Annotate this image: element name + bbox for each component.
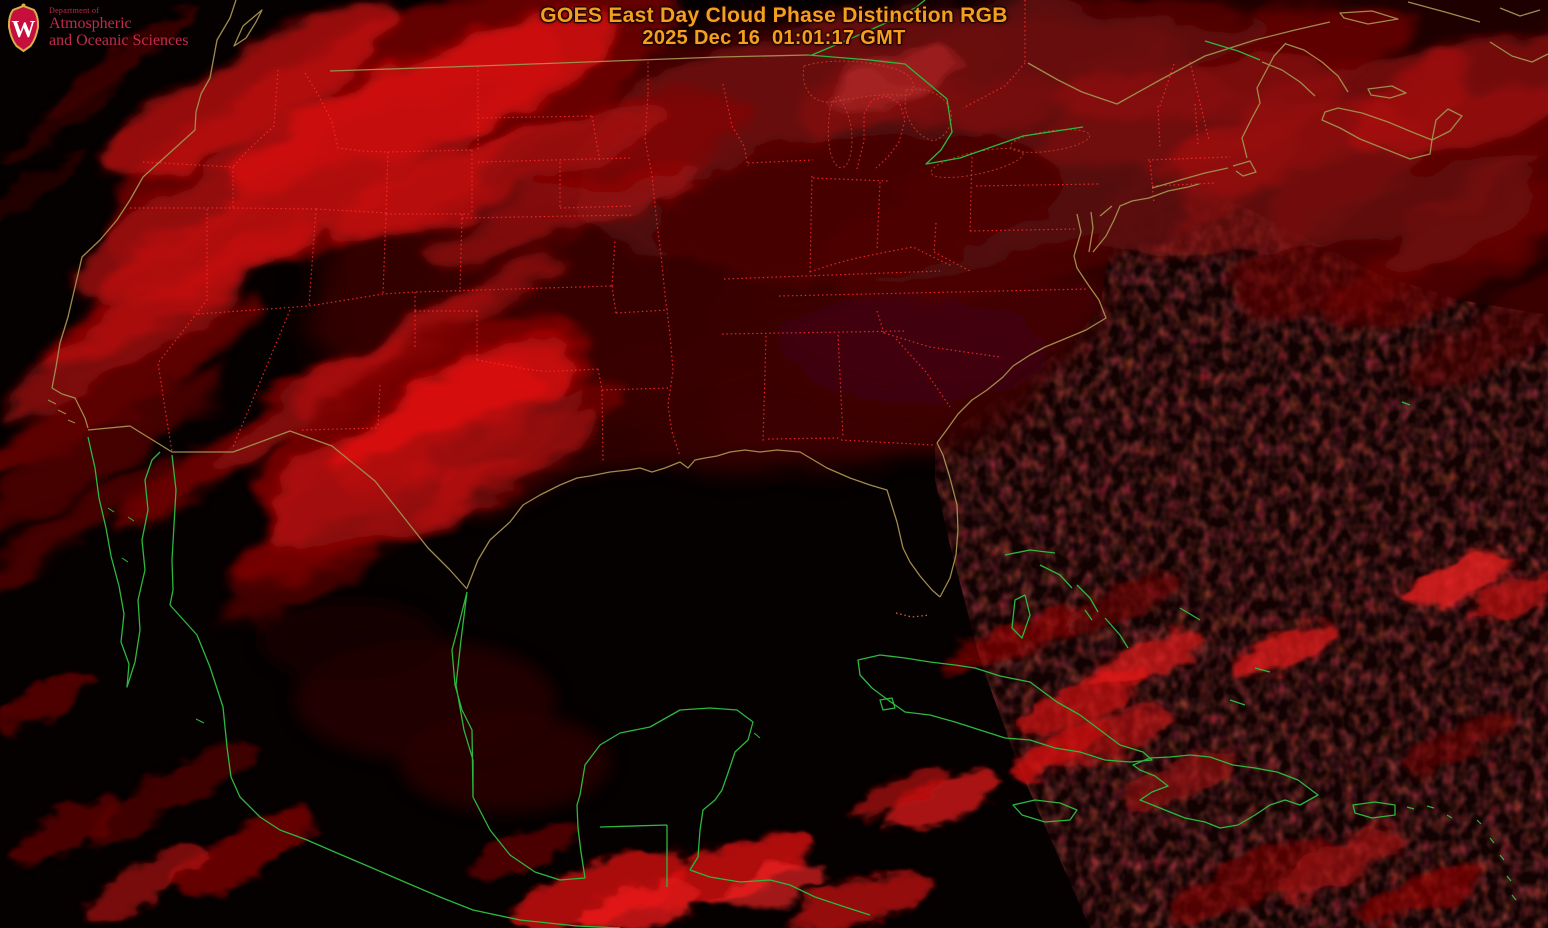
- limb-edge-streaks: [0, 8, 196, 231]
- coastlines-night: [87, 0, 1517, 928]
- logo-name-line1: Atmospheric: [49, 15, 132, 32]
- cloud-mass-texas: [224, 316, 630, 627]
- state-borders: [130, 0, 1231, 618]
- clouds-caribbean: [0, 548, 1548, 928]
- logo-department-label: Department of: [49, 6, 100, 15]
- cloud-deck-northeast: [572, 0, 1548, 383]
- coastlines-day: [47, 0, 1548, 598]
- uw-aos-logo: W Department of Atmospheric and Oceanic …: [5, 3, 188, 53]
- logo-name-line2: and Oceanic Sciences: [49, 32, 189, 49]
- crest-letter: W: [12, 17, 36, 43]
- cloud-mass-northwest: [0, 0, 748, 595]
- uw-crest-icon: W: [7, 3, 40, 53]
